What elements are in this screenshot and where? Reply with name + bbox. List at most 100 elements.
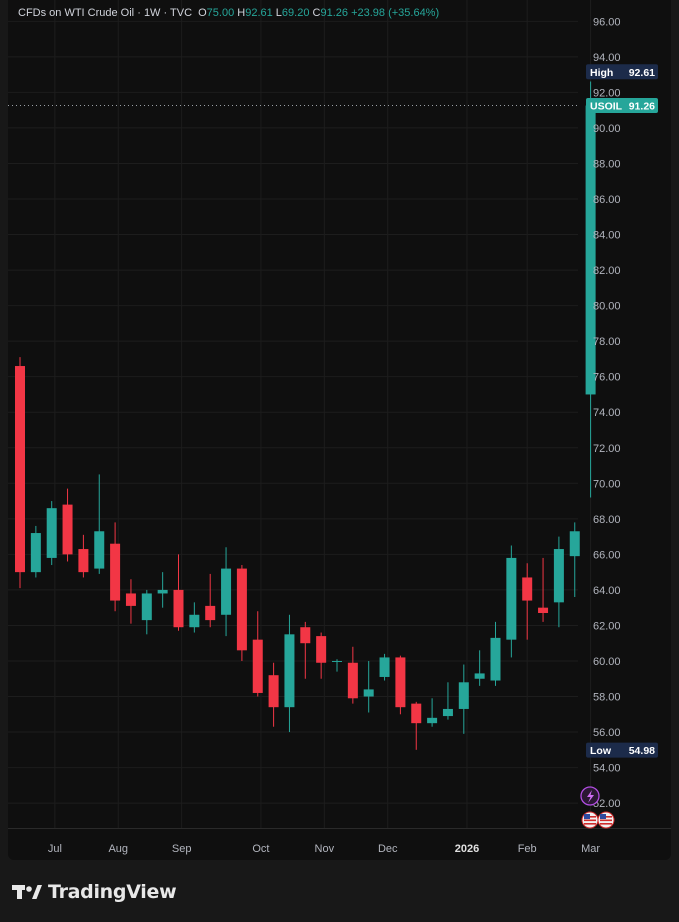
time-tick-label: Dec: [378, 843, 398, 855]
brand-name[interactable]: TradingView: [48, 881, 177, 903]
tradingview-logo-icon: [12, 885, 42, 899]
candle-body: [506, 557, 517, 640]
price-tick-label: 68.00: [593, 514, 621, 526]
high-value: 92.61: [245, 7, 273, 19]
candle-body: [585, 105, 596, 395]
source-label: TVC: [170, 7, 193, 19]
low-value: 69.20: [281, 7, 310, 19]
candle-body: [332, 660, 342, 662]
us-flag-icon[interactable]: [597, 811, 615, 829]
candle-body: [300, 627, 311, 644]
time-tick-label: 2026: [455, 843, 479, 855]
high-label: H: [237, 7, 246, 19]
candle-body: [538, 607, 549, 614]
price-tick-label: 52.00: [593, 798, 621, 810]
candle-body: [363, 689, 374, 697]
time-tick-label: Mar: [581, 843, 600, 855]
price-tick-label: 58.00: [593, 692, 621, 704]
candle-body: [284, 634, 295, 708]
candlestick-chart[interactable]: 52.00 54.00 56.00 58.00 60.00 62.00 64.00 66.00…: [8, 0, 671, 860]
candle-body: [427, 717, 438, 724]
candle-body: [474, 673, 485, 679]
price-tick-label: 70.00: [593, 478, 621, 490]
candle-body: [46, 508, 57, 558]
close-label: C: [312, 7, 321, 19]
price-tick-label: 94.00: [593, 52, 621, 64]
low-label: L: [275, 7, 282, 19]
symbol-badge-value: 91.26: [629, 101, 655, 113]
candle-body: [173, 589, 184, 628]
brand-footer[interactable]: TradingView: [12, 880, 177, 904]
price-tick-label: 62.00: [593, 620, 621, 632]
price-tick-label: 84.00: [593, 230, 621, 242]
candle-body: [110, 543, 121, 601]
time-tick-label: Aug: [108, 843, 128, 855]
price-tick-label: 72.00: [593, 443, 621, 455]
price-tick-label: 90.00: [593, 123, 621, 135]
price-tick-label: 86.00: [593, 194, 621, 206]
candle-body: [395, 657, 406, 708]
separator-dot: ·: [163, 7, 171, 19]
grid: [8, 0, 592, 828]
candle-body: [458, 682, 469, 709]
time-tick-label: Feb: [518, 843, 537, 855]
low-badge-value: 54.98: [629, 745, 655, 757]
high-badge: High 92.61: [586, 64, 658, 80]
time-tick-label: Oct: [252, 843, 269, 855]
low-badge-label: Low: [590, 745, 612, 757]
candle-body: [553, 549, 564, 603]
price-tick-label: 66.00: [593, 549, 621, 561]
price-tick-label: 82.00: [593, 265, 621, 277]
candle-body: [268, 675, 279, 708]
price-tick-label: 96.00: [593, 16, 621, 28]
candle-body: [236, 568, 247, 651]
time-tick-label: Jul: [48, 843, 62, 855]
candle-body: [347, 662, 358, 699]
interval-label[interactable]: 1W: [143, 7, 161, 19]
candle-body: [522, 577, 533, 601]
candles: [15, 81, 596, 750]
candle-body: [189, 614, 200, 628]
price-tick-label: 64.00: [593, 585, 621, 597]
candle-body: [30, 533, 41, 573]
candle-body: [125, 593, 136, 606]
high-badge-value: 92.61: [629, 67, 655, 79]
high-badge-label: High: [590, 67, 613, 79]
price-tick-label: 74.00: [593, 407, 621, 419]
lightning-event-icon[interactable]: [580, 786, 600, 806]
candle-body: [379, 657, 390, 677]
price-tick-label: 76.00: [593, 372, 621, 384]
price-tick-label: 80.00: [593, 301, 621, 313]
candle-body: [221, 568, 232, 615]
candle-body: [316, 636, 327, 663]
price-tick-label: 88.00: [593, 158, 621, 170]
candle-body: [205, 605, 216, 621]
symbol-description[interactable]: CFDs on WTI Crude Oil: [18, 7, 135, 19]
candle-body: [15, 366, 25, 573]
low-badge: Low 54.98: [586, 742, 658, 758]
candle-body: [62, 504, 73, 555]
price-tick-label: 54.00: [593, 763, 621, 775]
price-tick-label: 60.00: [593, 656, 621, 668]
symbol-price-badge: USOIL 91.26: [586, 98, 658, 114]
candle-body: [569, 531, 580, 557]
open-label: O: [198, 7, 207, 19]
chart-panel[interactable]: 52.00 54.00 56.00 58.00 60.00 62.00 64.00 66.00…: [8, 0, 671, 860]
price-tick-label: 56.00: [593, 727, 621, 739]
candle-body: [141, 593, 152, 621]
time-axis[interactable]: Jul Aug Sep Oct Nov Dec 2026 Feb Mar: [8, 828, 671, 856]
candle-body: [94, 531, 105, 569]
price-tick-label: 92.00: [593, 87, 621, 99]
open-value: 75.00: [206, 7, 235, 19]
candle-body: [411, 703, 422, 724]
symbol-badge-label: USOIL: [590, 101, 623, 113]
candle-body: [157, 589, 168, 594]
candle-body: [442, 708, 453, 717]
symbol-legend[interactable]: CFDs on WTI Crude Oil · 1W · TVC O75.00 …: [18, 7, 439, 19]
price-axis[interactable]: 52.00 54.00 56.00 58.00 60.00 62.00 64.00 66.00…: [593, 16, 621, 810]
candle-body: [78, 549, 89, 573]
separator-dot: ·: [137, 7, 144, 19]
us-flag-icon[interactable]: [581, 811, 599, 829]
change-value: +23.98 (+35.64%): [351, 7, 440, 19]
candle-body: [490, 637, 501, 681]
